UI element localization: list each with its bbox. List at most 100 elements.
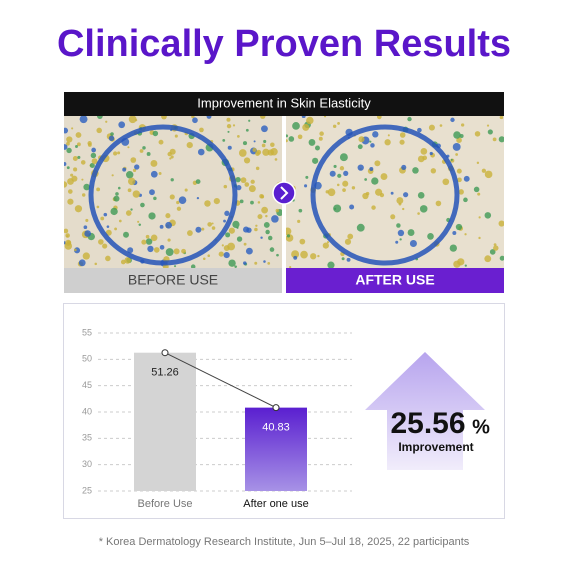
x-tick-label: Before Use	[137, 498, 192, 510]
texture-dot	[351, 186, 356, 190]
texture-dot	[232, 124, 236, 127]
texture-dot	[317, 254, 320, 258]
texture-dot	[108, 135, 115, 142]
texture-dot	[78, 259, 86, 267]
texture-dot	[349, 204, 355, 210]
texture-dot	[387, 134, 390, 137]
texture-dot	[170, 155, 174, 159]
texture-dot	[67, 198, 74, 205]
texture-dot	[371, 205, 376, 210]
texture-dot	[113, 195, 120, 202]
texture-dot	[106, 225, 110, 228]
texture-dot	[137, 220, 140, 223]
texture-dot	[342, 180, 349, 187]
texture-dot	[96, 205, 100, 209]
texture-dot	[324, 116, 327, 118]
texture-dot	[369, 167, 374, 171]
texture-dot	[489, 249, 496, 255]
texture-dot	[227, 145, 232, 150]
texture-dot	[337, 173, 342, 178]
texture-ring	[88, 124, 238, 266]
texture-dot	[199, 127, 204, 133]
texture-dot	[248, 185, 256, 193]
texture-dot	[128, 177, 136, 186]
texture-dot	[110, 132, 114, 136]
texture-dot	[110, 207, 118, 216]
texture-dot	[186, 141, 193, 149]
texture-dot	[302, 123, 310, 131]
panel-header	[64, 92, 504, 116]
data-label: 51.26	[151, 367, 179, 379]
texture-dot	[428, 124, 435, 131]
texture-dot	[493, 245, 499, 251]
texture-dot	[64, 144, 68, 150]
texture-dot	[299, 238, 306, 245]
texture-dot	[239, 199, 244, 204]
texture-dot	[457, 258, 465, 266]
after-label: AFTER USE	[355, 272, 434, 288]
texture-dot	[237, 135, 240, 138]
texture-dot	[407, 116, 412, 122]
texture-dot	[326, 241, 330, 244]
texture-dot	[235, 176, 241, 183]
texture-dot	[401, 164, 407, 170]
texture-dot	[118, 219, 122, 223]
texture-dot	[369, 140, 372, 143]
texture-dot	[484, 212, 492, 219]
texture-dot	[228, 227, 235, 234]
texture-dot	[158, 172, 162, 175]
texture-dot	[493, 243, 497, 247]
texture-dot	[250, 179, 255, 184]
texture-dot	[132, 190, 141, 198]
texture-dot	[402, 207, 405, 211]
texture-dot	[167, 151, 172, 157]
texture-dot	[267, 262, 271, 265]
texture-dot	[83, 183, 91, 191]
texture-dot	[167, 238, 171, 242]
texture-dot	[427, 233, 434, 240]
texture-dot	[358, 136, 365, 143]
texture-dot	[257, 201, 261, 204]
panel-title: Improvement in Skin Elasticity	[197, 95, 371, 110]
texture-dot	[399, 132, 406, 138]
texture-dot	[337, 122, 340, 125]
texture-dot	[173, 265, 177, 268]
texture-dot	[226, 117, 231, 122]
texture-dot	[312, 157, 319, 164]
texture-dot	[461, 123, 465, 127]
texture-dot	[499, 255, 504, 261]
texture-dot	[429, 151, 433, 156]
texture-dot	[396, 197, 404, 205]
texture-dot	[499, 116, 504, 120]
texture-dot	[417, 212, 420, 215]
texture-dot	[396, 223, 401, 228]
texture-dot	[356, 223, 365, 232]
texture-dot	[286, 227, 292, 236]
texture-dot	[227, 130, 230, 133]
texture-dot	[66, 235, 69, 238]
texture-dot	[66, 141, 70, 146]
texture-dot	[149, 189, 155, 196]
texture-dot	[201, 227, 205, 231]
texture-dot	[165, 221, 172, 229]
texture-dot	[473, 186, 480, 193]
texture-dot	[91, 147, 97, 153]
texture-dot	[450, 158, 453, 161]
texture-dot	[123, 231, 129, 238]
texture-dot	[269, 247, 275, 252]
texture-dot	[161, 116, 167, 120]
texture-dot	[96, 187, 101, 192]
before-label: BEFORE USE	[128, 272, 218, 288]
texture-dot	[148, 212, 156, 220]
texture-dot	[261, 206, 268, 214]
texture-dot	[153, 247, 160, 253]
texture-dot	[276, 253, 279, 257]
texture-dot	[297, 219, 301, 223]
texture-dot	[127, 188, 132, 193]
trend-line	[164, 352, 277, 409]
texture-dot	[289, 266, 292, 268]
texture-dot	[357, 144, 363, 150]
texture-dot	[455, 223, 463, 231]
texture-dot	[243, 226, 250, 233]
texture-dot	[255, 166, 260, 171]
